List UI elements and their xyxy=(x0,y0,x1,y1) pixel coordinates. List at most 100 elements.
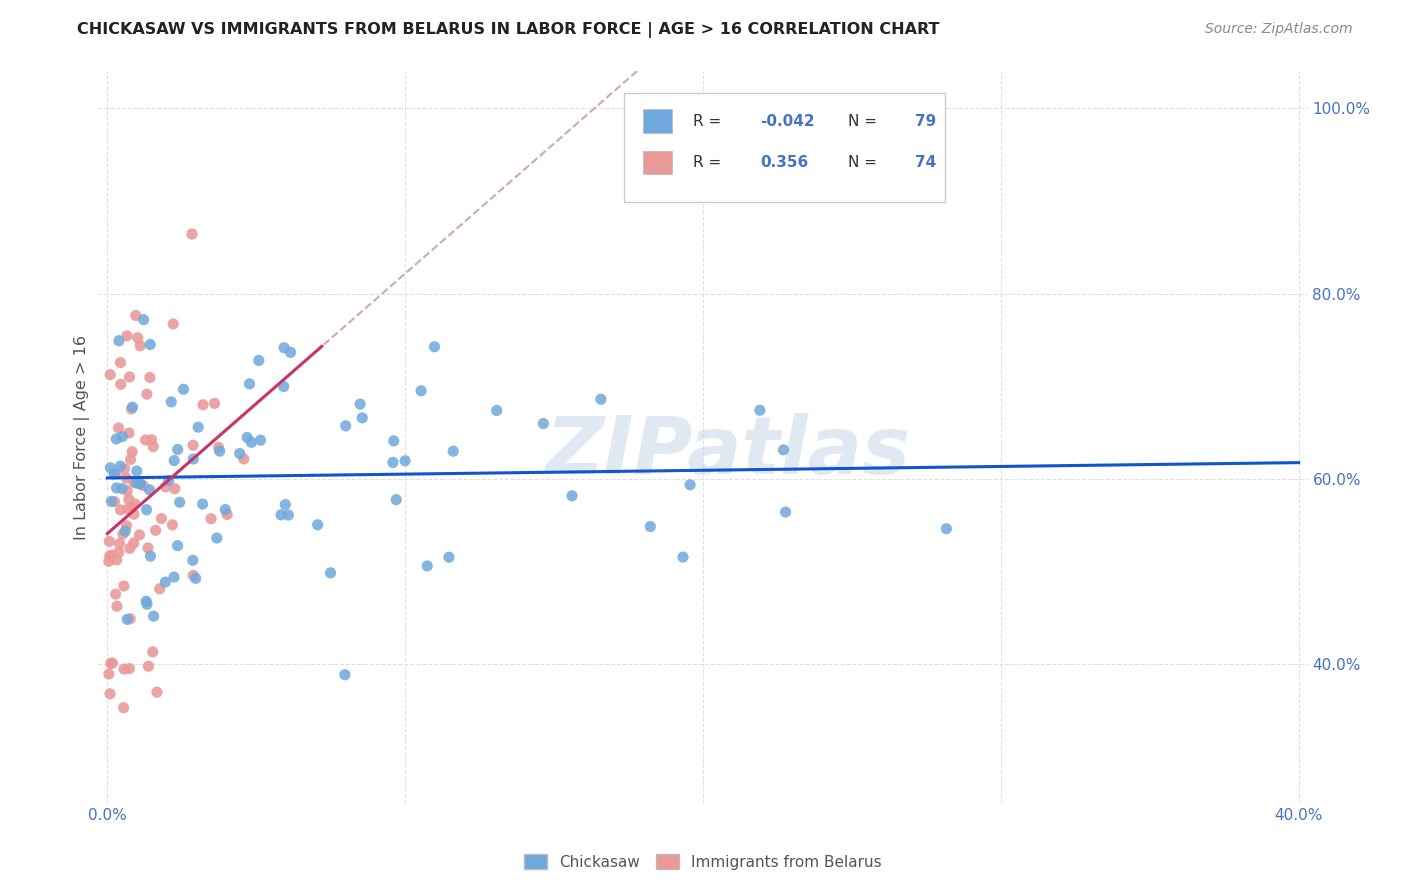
Point xyxy=(129,339,152,353)
Point xyxy=(214,502,236,516)
Point xyxy=(142,609,165,624)
Point xyxy=(125,476,148,491)
Point xyxy=(118,425,141,440)
Text: 74: 74 xyxy=(915,155,936,170)
Point xyxy=(105,553,128,567)
Text: N =: N = xyxy=(848,113,882,128)
Point xyxy=(139,549,162,563)
Point xyxy=(101,548,124,562)
Point xyxy=(772,442,794,457)
Point xyxy=(142,440,165,454)
Point xyxy=(333,667,356,681)
Point xyxy=(118,492,141,507)
Point xyxy=(103,467,125,481)
Point xyxy=(163,482,186,496)
Point xyxy=(169,495,191,509)
Point xyxy=(181,227,204,241)
Point xyxy=(589,392,612,407)
Point xyxy=(280,345,302,359)
Point xyxy=(121,444,143,458)
Point xyxy=(124,497,146,511)
Point xyxy=(129,476,152,491)
Point xyxy=(115,471,138,485)
Point xyxy=(162,317,184,331)
Text: R =: R = xyxy=(693,155,727,170)
Point xyxy=(118,662,141,676)
Text: Source: ZipAtlas.com: Source: ZipAtlas.com xyxy=(1205,22,1353,37)
Point xyxy=(98,687,121,701)
Text: ZIPatlas: ZIPatlas xyxy=(544,413,910,491)
Point xyxy=(97,554,120,568)
Point xyxy=(208,444,231,458)
Point xyxy=(157,474,180,488)
FancyBboxPatch shape xyxy=(624,94,945,202)
Point xyxy=(105,432,128,446)
Point xyxy=(122,507,145,521)
Point xyxy=(270,508,292,522)
Point xyxy=(122,536,145,550)
Point xyxy=(146,685,169,699)
Point xyxy=(416,558,439,573)
Point xyxy=(108,545,131,559)
Point xyxy=(104,587,127,601)
Point xyxy=(423,340,446,354)
Point xyxy=(115,329,138,343)
Point xyxy=(149,582,172,596)
Point xyxy=(132,479,155,493)
Point xyxy=(100,494,122,508)
Point xyxy=(672,549,695,564)
Point xyxy=(129,476,152,491)
Point xyxy=(307,517,329,532)
Point xyxy=(205,531,228,545)
Point xyxy=(249,433,271,447)
Point xyxy=(160,395,183,409)
Point xyxy=(121,400,143,414)
Point xyxy=(236,430,259,444)
Point xyxy=(138,659,160,673)
Point xyxy=(98,460,121,475)
Point xyxy=(101,656,124,670)
Legend: Chickasaw, Immigrants from Belarus: Chickasaw, Immigrants from Belarus xyxy=(519,848,887,876)
Text: 79: 79 xyxy=(915,113,936,128)
Point xyxy=(531,417,554,431)
Point xyxy=(437,550,460,565)
Point xyxy=(187,420,209,434)
Point xyxy=(273,341,295,355)
Point xyxy=(352,410,374,425)
Point xyxy=(128,528,150,542)
Point xyxy=(274,498,297,512)
Point xyxy=(110,355,132,369)
Point xyxy=(135,597,157,611)
Point xyxy=(121,500,143,515)
Point xyxy=(98,534,121,549)
Point xyxy=(132,312,155,326)
Point xyxy=(166,539,188,553)
Point xyxy=(204,396,226,410)
Point xyxy=(382,434,405,448)
Point xyxy=(277,508,299,522)
Point xyxy=(163,453,186,467)
Point xyxy=(100,657,122,671)
Text: CHICKASAW VS IMMIGRANTS FROM BELARUS IN LABOR FORCE | AGE > 16 CORRELATION CHART: CHICKASAW VS IMMIGRANTS FROM BELARUS IN … xyxy=(77,22,939,38)
Point xyxy=(247,353,270,368)
Point xyxy=(112,700,135,714)
Point xyxy=(105,481,128,495)
Point xyxy=(319,566,342,580)
Point xyxy=(114,524,136,538)
Point xyxy=(135,387,157,401)
Point xyxy=(640,519,662,533)
Point xyxy=(111,482,134,496)
Point xyxy=(112,579,135,593)
Point xyxy=(139,370,162,384)
Point xyxy=(108,536,131,550)
Point xyxy=(775,505,797,519)
Point xyxy=(125,464,148,478)
Point xyxy=(162,517,184,532)
Point xyxy=(107,421,129,435)
Point xyxy=(679,477,702,491)
Point xyxy=(115,483,138,498)
Point xyxy=(273,379,295,393)
Point xyxy=(138,483,160,497)
Y-axis label: In Labor Force | Age > 16: In Labor Force | Age > 16 xyxy=(75,334,90,540)
Point xyxy=(561,489,583,503)
